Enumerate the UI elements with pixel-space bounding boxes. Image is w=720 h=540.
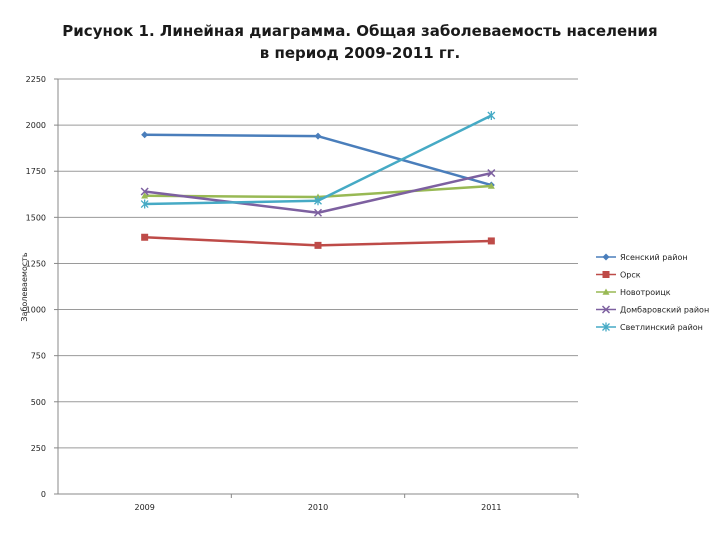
data-point [314,196,322,206]
y-tick-label: 1750 [26,167,46,176]
legend-marker [601,305,611,314]
y-tick-label: 250 [31,444,46,453]
data-point [140,187,149,196]
y-tick-label: 2250 [26,75,46,84]
gridlines [54,78,578,495]
data-point [313,208,323,217]
data-point [487,182,495,189]
y-axis-label: Заболеваемость [20,252,29,321]
y-tick-label: 1000 [26,306,46,315]
series-line [144,114,492,206]
legend: Ясенский район Орск Новотроицк Домбаровский… [596,253,709,332]
y-tick-label: 500 [31,398,46,407]
data-point [487,169,496,178]
legend-marker [602,271,610,278]
y-tick-label: 750 [31,352,46,361]
data-point [141,233,149,241]
y-tick-label: 1250 [26,259,46,268]
x-tick-label: 2009 [134,503,154,512]
data-point [140,199,149,209]
y-tick-label: 1500 [26,213,46,222]
data-point [487,237,495,245]
data-point [141,192,149,199]
legend-label: Новотроицк [620,288,671,297]
legend-label: Ясенский район [620,253,688,262]
legend-marker [602,253,610,261]
legend-label: Светлинский район [620,323,703,332]
legend-item: Домбаровский район [596,305,709,315]
y-tick-labels: 0 250 500 750 1000 1250 1500 1750 2000 2250 [26,75,46,499]
series-2 [141,233,495,249]
legend-marker [602,322,610,332]
y-tick-label: 0 [41,490,46,499]
legend-item: Ясенский район [596,253,688,262]
y-tick-label: 2000 [26,121,46,130]
x-tick-labels: 2009 2010 2011 [134,494,579,512]
legend-item: Новотроицк [596,288,671,297]
x-tick-label: 2010 [308,503,328,512]
legend-label: Орск [620,271,641,280]
data-point [487,111,496,121]
data-point [314,241,322,249]
legend-label: Домбаровский район [620,306,709,315]
data-point [314,132,322,140]
series-lines [140,111,496,249]
series-4 [140,169,496,217]
x-tick-label: 2011 [481,503,501,512]
legend-item: Орск [596,271,641,280]
legend-marker [602,288,610,295]
data-point [141,131,149,139]
chart-title: Рисунок 1. Линейная диаграмма. Общая заб… [62,22,658,62]
legend-item: Светлинский район [596,322,703,332]
series-line [144,171,492,214]
series-5 [140,111,496,209]
